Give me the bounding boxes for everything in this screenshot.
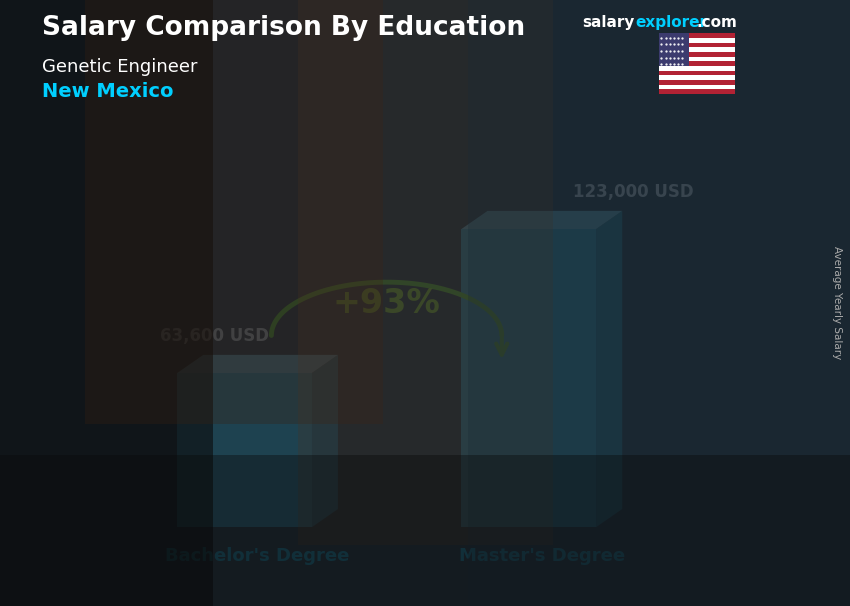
Bar <box>0 454 850 606</box>
Polygon shape <box>462 211 622 229</box>
Bar <box>85 0 382 424</box>
Text: +93%: +93% <box>332 287 440 320</box>
Bar <box>659 71 735 75</box>
Text: 63,600 USD: 63,600 USD <box>160 327 269 345</box>
Text: salary: salary <box>582 15 635 30</box>
Polygon shape <box>462 229 596 527</box>
Text: Master's Degree: Master's Degree <box>459 547 625 565</box>
Bar <box>659 56 735 61</box>
Bar <box>659 61 735 66</box>
Bar <box>298 0 552 545</box>
Text: 123,000 USD: 123,000 USD <box>573 183 694 201</box>
Bar <box>659 38 735 42</box>
Bar <box>659 89 735 94</box>
Bar <box>659 47 735 52</box>
Text: explorer: explorer <box>635 15 707 30</box>
Bar <box>659 42 735 47</box>
Polygon shape <box>177 355 338 373</box>
Bar <box>659 85 735 89</box>
Bar <box>468 0 850 606</box>
Bar <box>659 66 735 71</box>
Polygon shape <box>312 355 338 527</box>
Bar <box>659 33 735 38</box>
Text: .com: .com <box>697 15 738 30</box>
Bar <box>0 0 212 606</box>
Text: Salary Comparison By Education: Salary Comparison By Education <box>42 15 525 41</box>
Bar <box>659 75 735 80</box>
Bar <box>659 52 735 56</box>
Text: Average Yearly Salary: Average Yearly Salary <box>832 247 842 359</box>
Bar <box>659 80 735 85</box>
Text: Genetic Engineer: Genetic Engineer <box>42 58 198 76</box>
Bar <box>659 33 689 66</box>
Text: Bachelor's Degree: Bachelor's Degree <box>166 547 349 565</box>
Polygon shape <box>177 373 312 527</box>
Text: New Mexico: New Mexico <box>42 82 174 101</box>
Polygon shape <box>596 211 622 527</box>
